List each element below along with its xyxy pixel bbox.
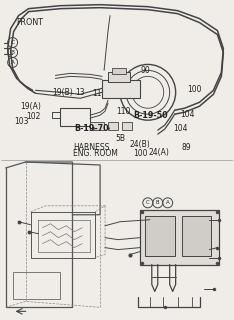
- Text: 100: 100: [133, 149, 148, 158]
- Bar: [108, 122, 118, 130]
- Text: 13: 13: [76, 88, 85, 97]
- Bar: [90, 122, 104, 130]
- Text: 24(A): 24(A): [148, 148, 169, 157]
- Bar: [140, 210, 219, 265]
- Bar: [60, 108, 90, 126]
- Text: 24(B): 24(B): [130, 140, 150, 148]
- Text: 5B: 5B: [116, 133, 126, 142]
- Text: 100: 100: [187, 85, 201, 94]
- Text: 103: 103: [14, 116, 29, 126]
- Text: ENG. ROOM: ENG. ROOM: [73, 149, 118, 158]
- Text: FRONT: FRONT: [17, 18, 44, 27]
- Bar: [145, 216, 175, 256]
- Text: 104: 104: [180, 110, 194, 119]
- Bar: [102, 80, 140, 98]
- Text: 110: 110: [117, 107, 131, 116]
- Bar: [122, 122, 132, 130]
- Text: B: B: [11, 50, 15, 55]
- Text: C: C: [11, 40, 15, 45]
- Text: B-19-70: B-19-70: [74, 124, 109, 132]
- Bar: [13, 271, 60, 300]
- Text: HARNESS: HARNESS: [73, 143, 109, 152]
- Text: 90: 90: [141, 66, 150, 75]
- Bar: [112, 68, 126, 74]
- Text: A: A: [11, 60, 15, 65]
- Text: A: A: [166, 200, 170, 205]
- Text: 11: 11: [93, 89, 102, 98]
- Text: C: C: [146, 200, 150, 205]
- Text: B-19-50: B-19-50: [133, 111, 168, 120]
- Text: 104: 104: [173, 124, 187, 132]
- Bar: [182, 216, 212, 256]
- Text: 19(B): 19(B): [52, 88, 73, 97]
- Bar: [108, 72, 130, 82]
- Text: 89: 89: [182, 143, 191, 152]
- Text: 102: 102: [26, 113, 41, 122]
- Text: B: B: [156, 200, 160, 205]
- Text: 19(A): 19(A): [20, 102, 41, 111]
